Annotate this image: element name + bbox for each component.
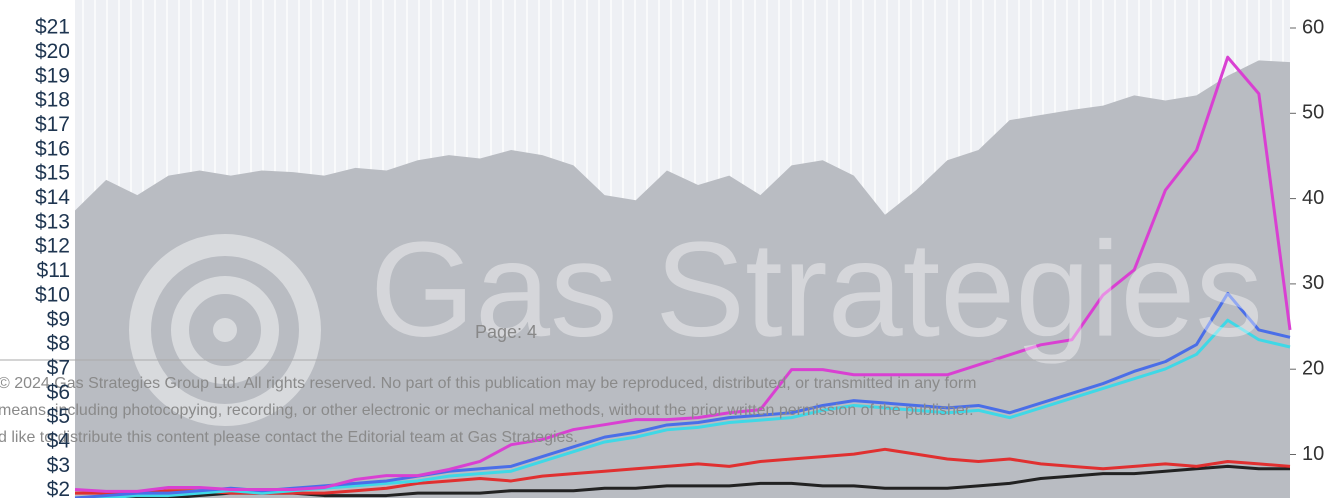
y-tick-label: $5 xyxy=(47,405,70,428)
y-tick-label: $6 xyxy=(47,381,70,404)
y-tick-label: $15 xyxy=(35,162,70,185)
y-tick-label: $16 xyxy=(35,137,70,160)
y-tick-label: $10 xyxy=(35,283,70,306)
copyright: means, including photocopying, recording… xyxy=(0,402,974,419)
y-tick-label: $3 xyxy=(47,454,70,477)
y2-tick-label: 60 xyxy=(1302,16,1324,38)
y-tick-label: $12 xyxy=(35,235,70,258)
y-tick-label: $21 xyxy=(35,16,70,39)
line xyxy=(74,55,1292,493)
copyright: © 2024 Gas Strategies Group Ltd. All rig… xyxy=(0,375,977,392)
page-label: Page: 4 xyxy=(475,322,537,342)
y-tick-label: $20 xyxy=(35,40,70,63)
y2-tick-label: 10 xyxy=(1302,443,1324,465)
y-tick-label: $9 xyxy=(47,308,70,331)
copyright: d like to distribute this content please… xyxy=(0,429,578,446)
y2-tick-label: 40 xyxy=(1302,187,1324,209)
y2-tick-label: 30 xyxy=(1302,272,1324,294)
y-tick-label: $17 xyxy=(35,113,70,136)
y-tick-label: $11 xyxy=(37,259,70,282)
y-tick-label: $4 xyxy=(47,430,71,453)
marks xyxy=(74,55,1292,498)
watermark: Gas Strategies xyxy=(370,214,1263,365)
y-tick-label: $18 xyxy=(35,89,70,112)
y-tick-label: $8 xyxy=(47,332,70,355)
y-tick-label: $19 xyxy=(35,64,70,87)
watermark-logo xyxy=(129,234,321,426)
line xyxy=(86,318,1291,498)
y-tick-label: $13 xyxy=(35,210,70,233)
y-tick-label: $2 xyxy=(47,478,70,498)
y2-tick-label: 20 xyxy=(1302,357,1324,379)
y-tick-label: $14 xyxy=(35,186,70,209)
y-tick-label: $7 xyxy=(47,356,70,379)
area xyxy=(75,60,1290,498)
y2-tick-label: 50 xyxy=(1302,102,1324,124)
